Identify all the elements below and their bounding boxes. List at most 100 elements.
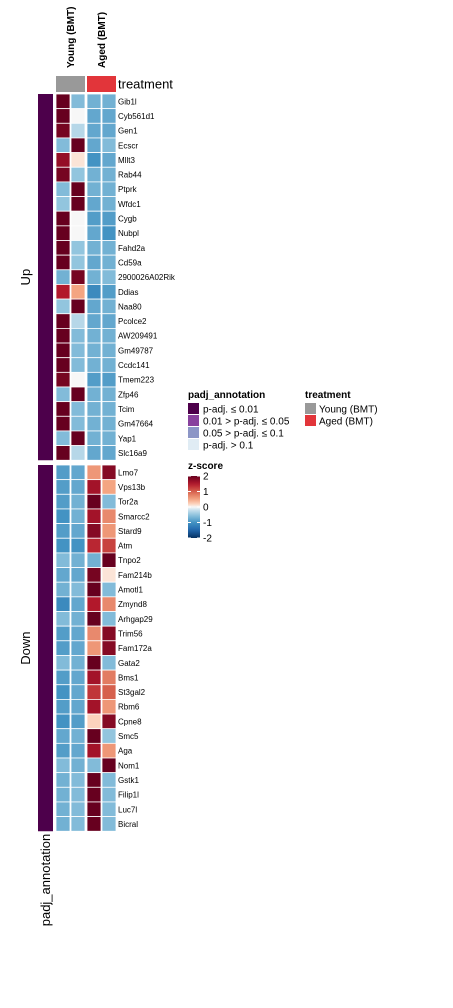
heatmap-cell [55,640,71,656]
heatmap-cell [55,537,71,554]
heatmap-cell [86,166,102,183]
heatmap-cell [70,327,86,344]
heatmap-cell [101,401,117,417]
heatmap-cell [70,625,86,642]
heatmap-cell [55,371,71,388]
heatmap-cell [70,313,86,329]
heatmap-cell [55,699,71,715]
heatmap-cell [55,342,71,359]
heatmap-cell [70,152,86,168]
gene-label: Tmem223 [118,376,155,385]
heatmap-cell [70,298,86,315]
heatmap-cell [86,786,102,803]
heatmap-cell [55,625,71,642]
heatmap-cell [101,196,117,212]
heatmap-cell [101,684,117,700]
heatmap-cell [70,523,86,539]
heatmap-cell [55,552,71,568]
heatmap-cell [101,327,117,344]
heatmap-cell [70,669,86,686]
heatmap-cell [86,713,102,730]
heatmap-cell [86,464,102,481]
gene-label: Zfp46 [118,390,139,399]
heatmap-cell [86,625,102,642]
heatmap-cell [55,464,71,481]
padj-annotation-bar [38,465,53,832]
heatmap-cell [86,508,102,525]
heatmap-cell [70,210,86,227]
heatmap-cell [55,445,71,461]
heatmap-cell [55,596,71,612]
heatmap-cell [86,269,102,285]
heatmap-cell [101,772,117,788]
heatmap-cell [70,713,86,730]
treatment-legend-title: treatment [305,390,351,401]
heatmap-cell [101,552,117,568]
heatmap-cell [86,137,102,153]
heatmap-cell [70,401,86,417]
heatmap-cell [55,415,71,432]
heatmap-cell [70,772,86,788]
heatmap-cell [86,327,102,344]
heatmap-cell [101,371,117,388]
heatmap-cell [101,386,117,403]
heatmap-cell [55,152,71,168]
heatmap-cell [86,240,102,256]
heatmap-cell [55,684,71,700]
heatmap-cell [101,254,117,271]
heatmap-cell [70,269,86,285]
heatmap-cell [86,284,102,300]
padj-annotation-bar [38,94,53,461]
heatmap-cell [86,742,102,759]
heatmap-cell [101,269,117,285]
gene-label: Ddias [118,288,138,297]
heatmap-cell [55,137,71,153]
heatmap-cell [86,640,102,656]
heatmap-cell [55,122,71,139]
gene-label: St3gal2 [118,688,146,697]
heatmap-cell [86,537,102,554]
heatmap-cell [70,122,86,139]
gene-label: Ecscr [118,141,138,150]
heatmap-cell [70,430,86,447]
gene-label: Fahd2a [118,244,146,253]
gene-label: Cyb561d1 [118,112,155,121]
heatmap-cell [55,357,71,373]
heatmap-cell [101,181,117,197]
heatmap-cell [70,284,86,300]
heatmap-cell [55,254,71,271]
heatmap-cell [101,137,117,153]
gene-label: Smarcc2 [118,512,150,521]
heatmap-cell [101,742,117,759]
heatmap-cell [70,757,86,774]
heatmap-cell [86,772,102,788]
heatmap-cell [86,552,102,568]
heatmap-cell [55,772,71,788]
heatmap-cell [86,93,102,110]
zscore-tick-label: 2 [203,472,209,483]
heatmap-cell [101,122,117,139]
heatmap-cell [70,445,86,461]
padj-legend-swatch [188,439,199,450]
treatment-legend-label: Aged (BMT) [319,417,373,428]
heatmap-cell [86,298,102,315]
heatmap-cell [86,196,102,212]
padj-legend-swatch [188,415,199,426]
gene-label: Cd59a [118,258,142,267]
gene-label: Aga [118,747,133,756]
heatmap-cell [86,567,102,583]
heatmap-cell [101,669,117,686]
heatmap-cell [86,479,102,495]
heatmap-cell [70,801,86,818]
heatmap-cell [86,430,102,447]
heatmap-cell [55,757,71,774]
gene-label: Tcim [118,405,135,414]
heatmap-cell [55,225,71,241]
heatmap-cell [101,786,117,803]
treatment-bar-aged [87,76,116,92]
heatmap-cell [55,108,71,124]
zscore-tick-label: 1 [203,487,209,498]
heatmap-cell [86,699,102,715]
heatmap-cell [101,166,117,183]
